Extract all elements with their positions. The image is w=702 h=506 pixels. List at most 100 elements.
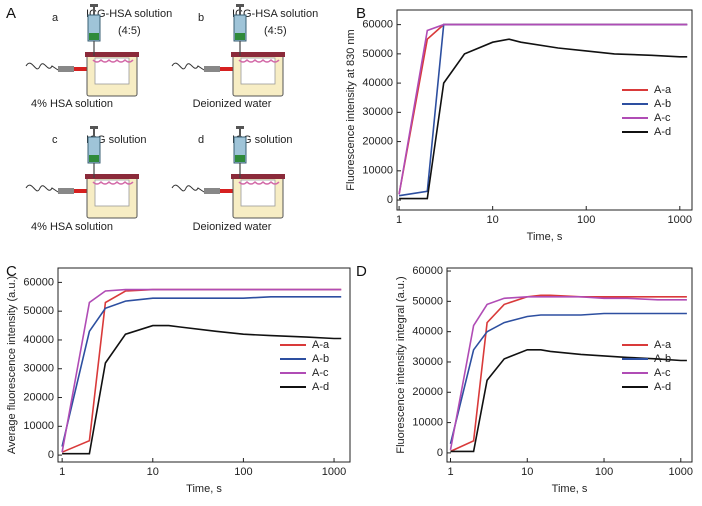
syringe-plunger — [90, 4, 98, 7]
setup-letter: a — [52, 12, 59, 24]
cable — [171, 62, 205, 71]
y-tick-label: 50000 — [23, 305, 54, 317]
y-tick-label: 0 — [387, 194, 393, 206]
beaker-rim — [231, 52, 285, 57]
injection-label: ICG solution — [86, 134, 147, 146]
probe — [220, 189, 233, 193]
series-line — [61, 288, 342, 453]
x-tick-label: 100 — [595, 466, 613, 478]
plot-frame — [446, 267, 693, 463]
series-line — [450, 294, 687, 453]
injection-label: ICG-HSA solution — [232, 8, 318, 20]
x-tick-label: 10 — [521, 466, 533, 478]
beaker-rim — [85, 174, 139, 179]
x-tick-label: 10 — [487, 214, 499, 226]
x-axis-title: Time, s — [186, 483, 222, 495]
injection-label: ICG-HSA solution — [86, 8, 172, 20]
x-tick-label: 1000 — [668, 214, 692, 226]
medium-label: Deionized water — [193, 221, 272, 233]
x-tick-label: 100 — [234, 466, 252, 478]
syringe-liquid — [89, 155, 99, 162]
droplets — [92, 180, 134, 185]
syringe-plunger — [236, 126, 244, 129]
legend-label: A-a — [312, 339, 330, 351]
panel-label: B — [356, 5, 366, 22]
legend-label: A-a — [654, 339, 672, 351]
series-line — [449, 295, 687, 451]
syringe-liquid — [235, 155, 245, 162]
cable — [25, 62, 59, 71]
y-tick-label: 50000 — [362, 48, 393, 60]
x-tick-label: 1 — [396, 214, 402, 226]
x-axis-title: Time, s — [552, 483, 588, 495]
legend-label: A-c — [312, 367, 329, 379]
y-tick-label: 30000 — [23, 363, 54, 375]
y-tick-label: 50000 — [412, 295, 443, 307]
ratio-label: (4:5) — [264, 25, 287, 37]
y-tick-label: 20000 — [412, 386, 443, 398]
syringe-liquid — [89, 33, 99, 40]
setup-letter: c — [52, 134, 58, 146]
x-tick-label: 1 — [59, 466, 65, 478]
probe — [74, 189, 87, 193]
series-line — [449, 312, 687, 444]
x-tick-label: 10 — [147, 466, 159, 478]
legend-label: A-b — [654, 98, 671, 110]
y-tick-label: 40000 — [23, 334, 54, 346]
beaker-rim — [85, 52, 139, 57]
cable — [171, 184, 205, 193]
series-line — [398, 23, 688, 195]
y-axis-title: Average fluorescence intensity (a.u.) — [6, 276, 18, 454]
syringe-rod — [239, 129, 241, 137]
series-line — [61, 295, 342, 447]
series-line — [450, 348, 687, 453]
plot-frame — [396, 9, 693, 211]
y-tick-label: 40000 — [362, 77, 393, 89]
syringe-rod — [239, 7, 241, 15]
connector — [58, 188, 74, 194]
y-tick-label: 20000 — [23, 391, 54, 403]
probe — [220, 67, 233, 71]
connector — [204, 66, 220, 72]
y-tick-label: 10000 — [362, 165, 393, 177]
plot-frame — [57, 267, 351, 463]
y-axis-title: Fluorescence intensity integral (a.u.) — [395, 276, 407, 453]
panel-label: A — [6, 5, 16, 22]
cable — [25, 184, 59, 193]
medium-label: 4% HSA solution — [31, 221, 113, 233]
syringe-rod — [93, 129, 95, 137]
syringe-liquid — [235, 33, 245, 40]
y-tick-label: 20000 — [362, 135, 393, 147]
legend-label: A-b — [654, 353, 671, 365]
injection-label: ICG solution — [232, 134, 293, 146]
legend-label: A-d — [654, 126, 671, 138]
droplets — [238, 180, 280, 185]
y-tick-label: 40000 — [412, 326, 443, 338]
y-tick-label: 30000 — [362, 106, 393, 118]
series-line — [62, 324, 342, 455]
connector — [204, 188, 220, 194]
beaker-rim — [231, 174, 285, 179]
y-tick-label: 10000 — [412, 417, 443, 429]
syringe-rod — [93, 7, 95, 15]
medium-label: 4% HSA solution — [31, 98, 113, 110]
y-tick-label: 60000 — [412, 265, 443, 277]
syringe-plunger — [90, 126, 98, 129]
series-line — [399, 38, 688, 200]
legend-label: A-a — [654, 84, 672, 96]
x-axis-title: Time, s — [527, 231, 563, 243]
legend-label: A-d — [312, 381, 329, 393]
y-axis-title: Fluorescence intensity at 830 nm — [345, 29, 357, 190]
probe — [74, 67, 87, 71]
legend-label: A-b — [312, 353, 329, 365]
ratio-label: (4:5) — [118, 25, 141, 37]
insert — [240, 57, 276, 85]
series-line — [398, 23, 688, 197]
x-tick-label: 1000 — [669, 466, 693, 478]
panel-label: D — [356, 263, 367, 280]
medium-label: Deionized water — [193, 98, 272, 110]
legend-label: A-c — [654, 112, 671, 124]
legend-label: A-d — [654, 381, 671, 393]
